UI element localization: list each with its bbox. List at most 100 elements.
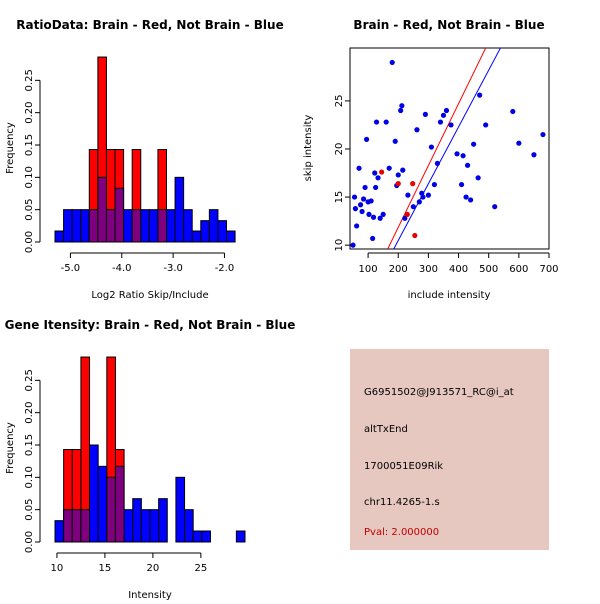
ratio-histogram-bar xyxy=(191,230,202,243)
scatter-point xyxy=(398,107,404,114)
ratio-histogram-bar xyxy=(174,176,185,243)
probe-info-panel: G6951502@J913571_RC@i_at altTxEnd 170005… xyxy=(350,349,549,550)
scatter-y-tick-label: 10 xyxy=(334,239,345,252)
locus-text: chr11.4265-1.s xyxy=(364,497,440,508)
scatter-point xyxy=(404,211,410,217)
ratio-histogram-panel: RatioData: Brain - Red, Not Brain - Blue… xyxy=(5,18,284,301)
scatter-point xyxy=(420,194,426,200)
scatter-point xyxy=(428,144,435,150)
intensity-histogram-bar xyxy=(158,498,168,543)
scatter-point xyxy=(399,103,405,109)
scatter-point xyxy=(359,208,365,215)
intensity-histogram-bar xyxy=(201,530,211,543)
scatter-point xyxy=(366,211,372,217)
scatter-point xyxy=(379,169,385,175)
ratio-histogram-axes: -5.0 -4.0 -3.0 -2.0 0.00 0.05 0.10 0.15 0.20 0.25 xyxy=(24,69,234,274)
scatter-point xyxy=(454,151,460,157)
intensity-histogram-x-tick-label: 20 xyxy=(147,563,160,574)
ratio-histogram-overlap-bar xyxy=(97,176,107,243)
intensity-histogram-bar xyxy=(97,465,108,543)
probe-id-text: G6951502@J913571_RC@i_at xyxy=(364,387,514,398)
ratio-histogram-y-tick-label: 0.20 xyxy=(24,102,35,124)
scatter-point xyxy=(356,165,362,171)
scatter-point xyxy=(362,184,368,191)
ratio-histogram-y-tick-label: 0.10 xyxy=(24,166,35,188)
pval-text: Pval: 2.000000 xyxy=(364,527,440,538)
event-type-text: altTxEnd xyxy=(364,424,408,435)
scatter-point xyxy=(483,122,489,128)
ratio-histogram-bar xyxy=(71,209,82,243)
ratio-histogram-bar xyxy=(63,209,73,243)
ratio-histogram-x-tick-label: -5.0 xyxy=(61,263,81,274)
scatter-point xyxy=(363,136,370,142)
scatter-point xyxy=(370,214,377,220)
scatter-point xyxy=(373,119,380,125)
scatter-point xyxy=(377,215,383,221)
intensity-histogram-y-tick-label: 0.00 xyxy=(24,531,35,553)
scatter-point xyxy=(352,206,359,212)
ratio-histogram-x-tick-label: -3.0 xyxy=(163,263,183,274)
scatter-point xyxy=(460,153,466,159)
scatter-point xyxy=(386,165,392,171)
scatter-point xyxy=(400,167,406,173)
scatter-x-tick-label: 300 xyxy=(419,264,438,275)
scatter-point xyxy=(392,138,398,144)
ratio-histogram-y-tick-label: 0.15 xyxy=(24,134,35,156)
scatter-y-tick-label: 15 xyxy=(334,191,345,204)
scatter-point xyxy=(373,184,379,191)
scatter-fit-line xyxy=(387,48,487,249)
scatter-y-tick-label: 25 xyxy=(334,95,345,108)
intensity-histogram-overlap-bar xyxy=(114,465,125,543)
ratio-histogram-overlap-bar xyxy=(131,209,142,243)
scatter-point xyxy=(402,215,408,221)
intensity-histogram-axes: 10 15 20 25 0.00 0.05 0.10 0.15 0.20 0.25 xyxy=(24,369,207,574)
scatter-point xyxy=(475,175,481,181)
scatter-point xyxy=(357,202,364,208)
intensity-histogram-bar xyxy=(192,530,203,543)
scatter-point xyxy=(510,108,516,115)
intensity-histogram-bars xyxy=(54,356,246,543)
ratio-histogram-ylabel: Frequency xyxy=(5,122,16,174)
intensity-histogram-overlap-bar xyxy=(71,509,82,543)
scatter-point xyxy=(477,92,483,98)
intensity-histogram-y-tick-label: 0.15 xyxy=(24,434,35,456)
scatter-point xyxy=(360,196,367,202)
intensity-histogram-overlap-bar xyxy=(63,509,73,543)
intensity-histogram-title: Gene Itensity: Brain - Red, Not Brain - … xyxy=(5,318,296,332)
scatter-point xyxy=(531,152,537,158)
intensity-histogram-bar xyxy=(89,444,99,543)
intensity-histogram-y-tick-label: 0.25 xyxy=(24,369,35,391)
ratio-histogram-bar xyxy=(165,209,176,243)
intensity-histogram-panel: Gene Itensity: Brain - Red, Not Brain - … xyxy=(5,318,296,601)
intensity-histogram-overlap-bar xyxy=(106,476,116,543)
scatter-x-tick-label: 500 xyxy=(479,264,498,275)
ratio-histogram-overlap-bar xyxy=(105,209,116,243)
intensity-histogram-x-tick-label: 10 xyxy=(51,563,64,574)
scatter-x-tick-label: 100 xyxy=(359,264,378,275)
scatter-point xyxy=(383,119,389,125)
scatter-fit-line xyxy=(393,48,502,249)
ratio-histogram-overlap-bar xyxy=(88,209,99,243)
scatter-point xyxy=(516,140,522,146)
scatter-point xyxy=(471,141,477,147)
scatter-point xyxy=(395,172,401,178)
scatter-point xyxy=(414,127,420,133)
ratio-histogram-bar xyxy=(123,209,133,243)
scatter-point xyxy=(354,223,360,229)
scatter-point xyxy=(410,204,416,210)
ratio-histogram-overlap-bar xyxy=(114,187,125,243)
scatter-xlabel: include intensity xyxy=(408,290,491,301)
scatter-point xyxy=(443,107,450,114)
ratio-histogram-title: RatioData: Brain - Red, Not Brain - Blue xyxy=(16,18,283,32)
scatter-point xyxy=(425,192,431,198)
ratio-histogram-x-tick-label: -4.0 xyxy=(112,263,132,274)
ratio-histogram-bar xyxy=(140,209,150,243)
scatter-point xyxy=(416,199,422,205)
ratio-histogram-bar xyxy=(200,220,210,243)
scatter-point xyxy=(351,194,358,200)
ratio-histogram-bar xyxy=(148,209,159,243)
scatter-point xyxy=(464,162,471,168)
scatter-point xyxy=(434,160,441,167)
